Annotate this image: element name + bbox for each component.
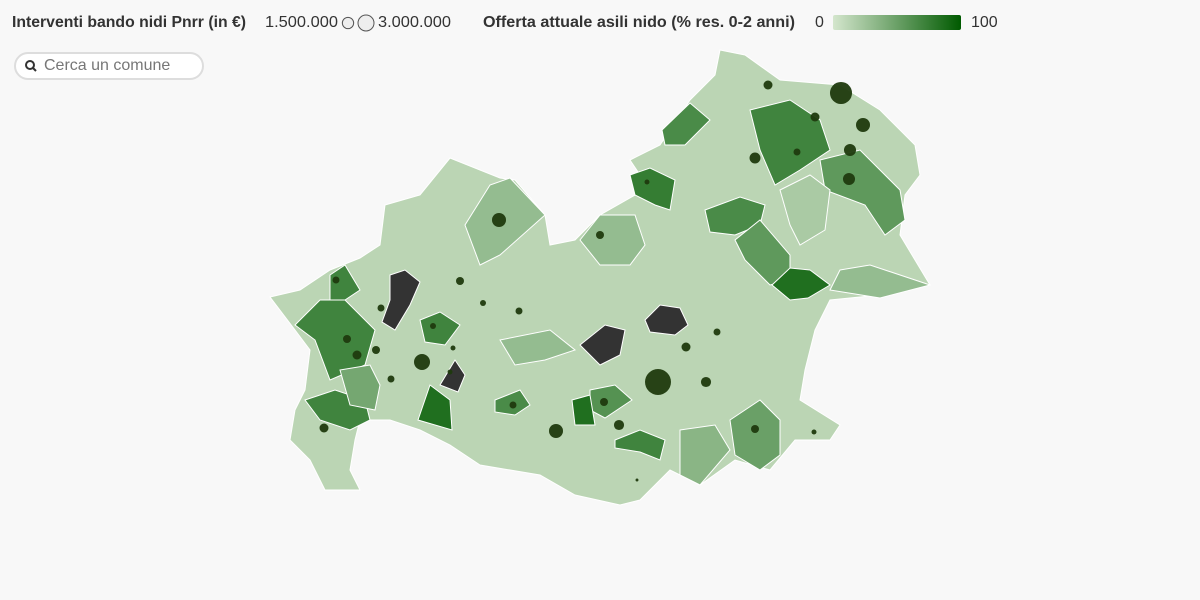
bubble [319,423,329,433]
size-legend-label: 3.000.000 [378,14,451,31]
bubble [332,276,340,284]
bubble [811,429,817,435]
region [644,304,689,336]
bubble [596,231,604,239]
bubble [600,398,608,406]
region [419,311,461,346]
bubble [681,342,691,352]
region [749,99,831,186]
bubble [644,179,650,185]
bubble [855,117,871,133]
bubble [447,369,453,375]
bubble [480,300,486,306]
region [819,149,906,236]
bubble [414,354,430,370]
search-box[interactable]: Cerca un comune [14,52,204,80]
bubble [387,375,395,383]
search-icon [25,60,37,72]
region-base [269,49,931,506]
region [571,394,596,426]
bubble [377,304,385,312]
region [579,214,646,266]
bubble [751,425,759,433]
region [417,384,453,431]
bubble [645,369,671,395]
region [381,269,421,331]
region [614,429,666,461]
bubble [613,419,625,431]
bubble [749,152,761,164]
bubble [352,350,362,360]
bubble [491,212,507,228]
bubble [515,307,523,315]
bubble [509,401,517,409]
bubble [430,323,436,329]
region [294,299,376,381]
region [329,264,361,301]
search-placeholder: Cerca un comune [44,57,171,74]
region [779,174,831,246]
bubble [450,345,456,351]
region [661,102,711,146]
region [679,424,731,486]
color-legend-title: Offerta attuale asili nido (% res. 0-2 a… [483,14,795,31]
region [629,167,676,211]
region [829,264,932,299]
region [579,324,626,366]
bubble [456,277,464,285]
bubble [763,80,773,90]
bubble [829,81,853,105]
region [499,329,577,366]
color-legend-label: 0 [815,14,824,31]
bubble [635,478,639,482]
bubble [343,335,351,343]
bubble [713,328,721,336]
region [771,267,831,301]
bubble [548,423,564,439]
region [729,399,781,471]
size-legend-label: 1.500.000 [265,14,338,31]
bubble [843,143,857,157]
size-legend-title: Interventi bando nidi Pnrr (in €) [12,14,246,31]
region [339,364,381,411]
color-legend-bar [833,15,961,30]
color-legend-label: 100 [971,14,998,31]
size-legend-circle [357,14,375,32]
bubble [372,346,380,354]
region [439,359,466,393]
bubble [842,172,856,186]
size-legend-circle [341,16,355,30]
bubble [793,148,801,156]
bubble [810,112,820,122]
bubble [700,376,712,388]
